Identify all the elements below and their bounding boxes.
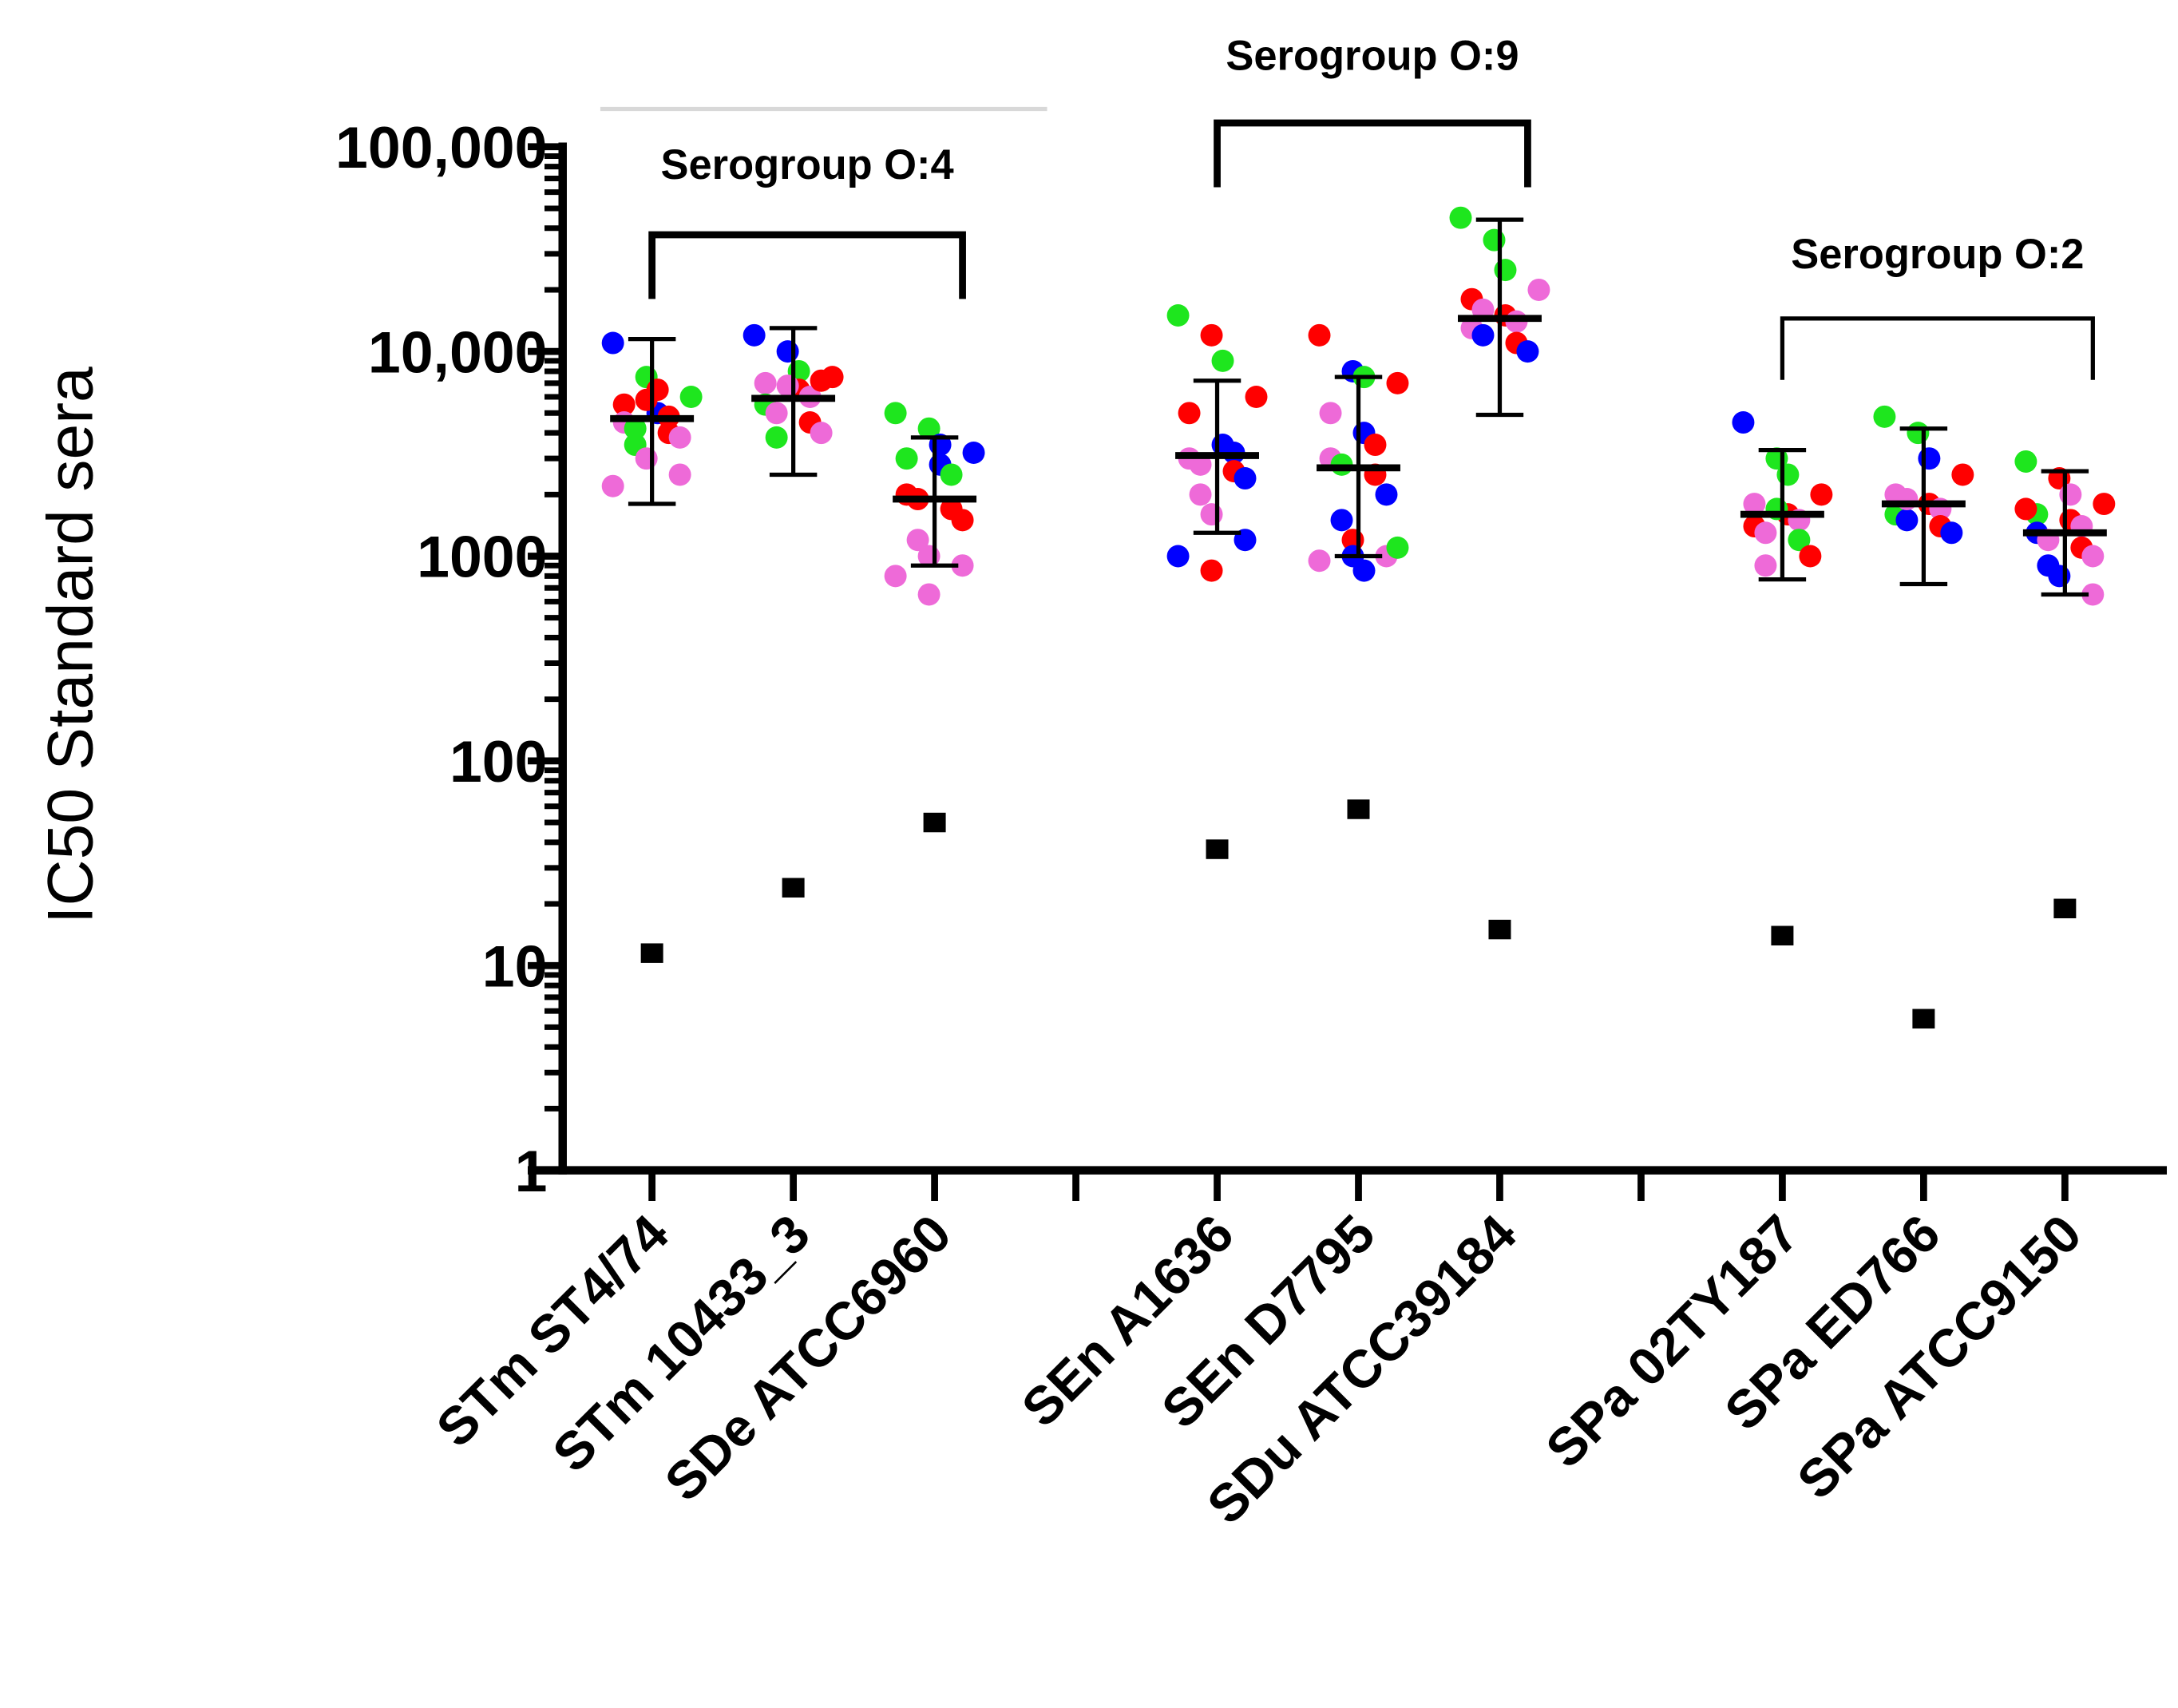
data-point (1754, 521, 1777, 545)
serogroup-label: Serogroup O:4 (661, 142, 954, 188)
data-point (1516, 340, 1539, 363)
data-point (810, 369, 833, 392)
data-point (1352, 559, 1376, 582)
serogroup-bracket (1214, 119, 1531, 188)
y-tick-label: 100,000 (335, 115, 547, 180)
data-point (1319, 402, 1342, 425)
data-point (1471, 323, 1495, 347)
data-point (962, 442, 985, 464)
data-point (1776, 463, 1800, 486)
x-category-label: STm 10433_3 (542, 1204, 822, 1484)
data-point (668, 426, 691, 449)
data-point (1810, 483, 1833, 506)
serogroup-label: Serogroup O:2 (1791, 232, 2084, 278)
data-point (1189, 483, 1212, 506)
y-tick-label: 10,000 (368, 319, 548, 385)
data-point (2093, 493, 2116, 516)
data-point (635, 447, 658, 470)
data-point (1940, 521, 1963, 545)
data-point (601, 331, 624, 355)
data-point (1364, 434, 1387, 457)
data-point (635, 388, 658, 411)
data-point (2081, 545, 2105, 568)
data-point (1527, 278, 1550, 301)
x-category-label: SPa 02TY187 (1535, 1204, 1811, 1480)
data-point (776, 374, 799, 398)
data-point (2048, 565, 2071, 588)
y-axis-title: IC50 Standard sera (34, 367, 106, 924)
data-point (1386, 371, 1409, 394)
data-point (1483, 228, 1506, 252)
serogroup-bracket (648, 231, 966, 299)
serogroup-label: Serogroup O:9 (1226, 34, 1519, 80)
serogroup-bracket (1780, 316, 2095, 380)
data-point (1245, 386, 1268, 408)
control-square-point (640, 943, 663, 963)
control-square-point (1771, 925, 1794, 946)
data-point (1494, 259, 1517, 282)
data-point (1732, 411, 1755, 434)
data-point (906, 529, 929, 552)
data-point (1308, 323, 1331, 347)
data-point (776, 340, 799, 363)
data-point (1200, 559, 1223, 582)
data-point (754, 371, 777, 394)
data-point (1166, 304, 1190, 327)
control-square-point (1347, 799, 1370, 819)
data-point (940, 463, 963, 486)
control-square-point (1488, 919, 1511, 940)
data-point (765, 426, 788, 449)
y-tick-label: 10 (482, 933, 548, 999)
data-point (810, 422, 833, 445)
y-tick-label: 1000 (417, 525, 547, 590)
data-point (1918, 447, 1941, 470)
data-point (1386, 536, 1409, 559)
control-square-point (923, 812, 946, 833)
data-point (1200, 503, 1223, 526)
data-point (1375, 483, 1398, 506)
data-point (1178, 402, 1201, 425)
data-point (742, 323, 766, 347)
control-square-point (782, 878, 805, 898)
data-point (1330, 509, 1353, 532)
data-point (2014, 497, 2037, 521)
data-point (668, 463, 691, 486)
data-point (1200, 323, 1223, 347)
data-point (1951, 463, 1974, 486)
data-point (601, 474, 624, 497)
data-point (1308, 549, 1331, 573)
data-point (1907, 422, 1930, 445)
data-point (1873, 405, 1896, 428)
data-point (2059, 483, 2082, 506)
data-point (1788, 529, 1811, 552)
data-point (2081, 583, 2105, 606)
y-tick-label: 1 (515, 1139, 548, 1204)
data-point (624, 417, 647, 440)
data-point (884, 402, 907, 425)
data-point (1799, 545, 1822, 568)
data-point (679, 386, 703, 408)
data-point (2014, 450, 2037, 473)
control-square-point (1912, 1009, 1935, 1029)
control-square-point (1206, 839, 1229, 859)
data-point (1166, 545, 1190, 568)
data-point (951, 509, 974, 532)
data-point (917, 583, 940, 606)
data-point (1754, 554, 1777, 577)
y-tick-label: 100 (449, 729, 548, 795)
data-point (951, 554, 974, 577)
data-point (1211, 349, 1234, 372)
data-point (612, 393, 636, 416)
data-point (1449, 206, 1472, 229)
data-point (1234, 467, 1257, 490)
data-point (884, 565, 907, 588)
control-square-point (2053, 898, 2077, 919)
data-point (895, 447, 918, 470)
data-point (917, 417, 940, 440)
data-point (765, 402, 788, 425)
data-point (1895, 509, 1919, 532)
data-point (1743, 493, 1766, 516)
